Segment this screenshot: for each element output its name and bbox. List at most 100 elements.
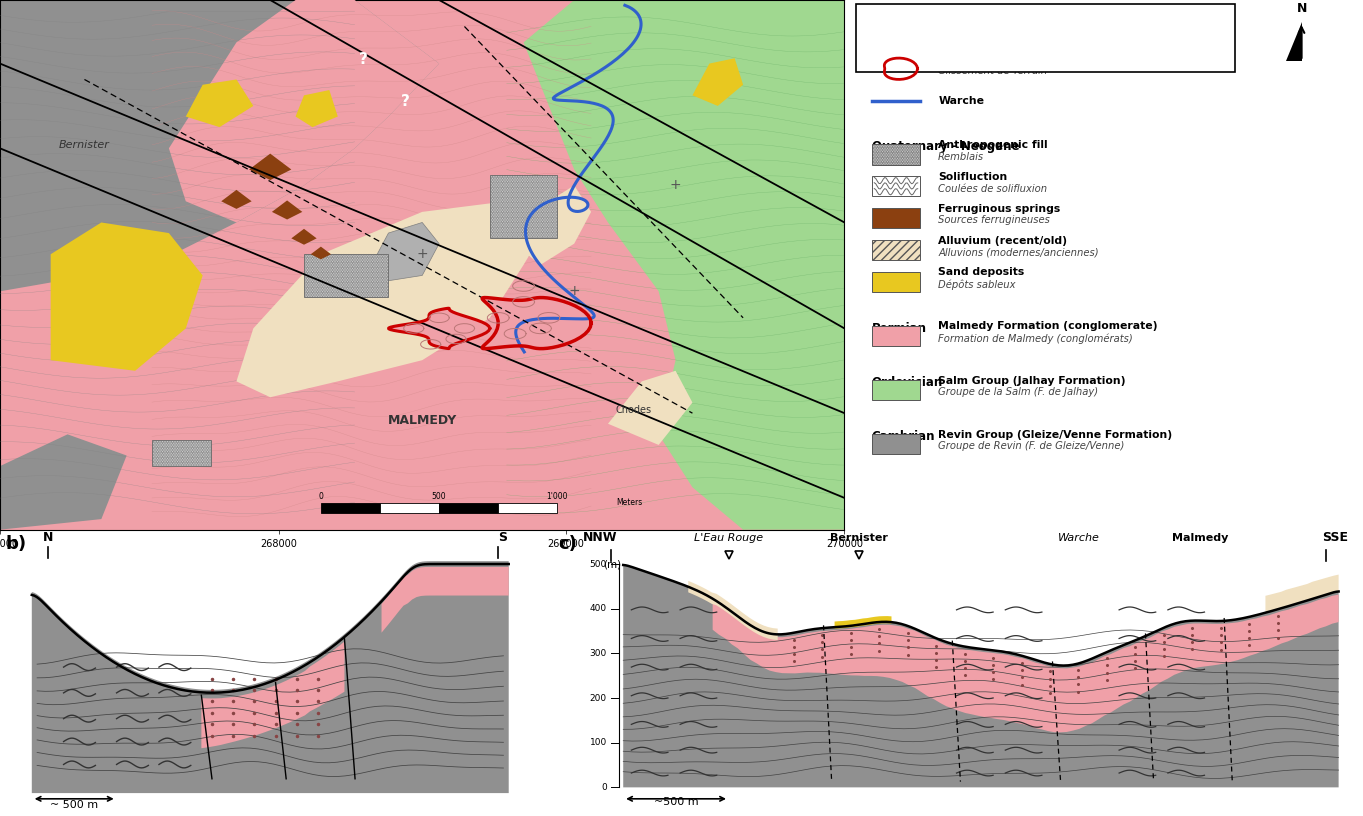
Text: b): b): [5, 535, 26, 553]
Text: Meters: Meters: [616, 498, 643, 507]
Polygon shape: [692, 58, 743, 106]
Polygon shape: [713, 595, 1338, 732]
Text: Ordovician: Ordovician: [872, 375, 943, 388]
Text: 1'000: 1'000: [547, 493, 568, 502]
Text: Glissement de Terrain: Glissement de Terrain: [938, 66, 1048, 76]
Polygon shape: [483, 298, 592, 348]
Polygon shape: [834, 616, 891, 628]
Text: Bernister: Bernister: [830, 533, 887, 543]
Text: Coulées de solifluxion: Coulées de solifluxion: [938, 184, 1047, 193]
Text: 500: 500: [590, 560, 607, 569]
Text: NNW: NNW: [582, 531, 617, 544]
FancyBboxPatch shape: [856, 4, 1235, 72]
Bar: [872, 379, 920, 400]
Bar: [499, 503, 557, 512]
Polygon shape: [382, 567, 508, 632]
Polygon shape: [202, 641, 345, 748]
Polygon shape: [523, 0, 845, 530]
Bar: [872, 176, 920, 197]
Text: Cambrian: Cambrian: [872, 429, 935, 442]
Bar: [872, 326, 920, 346]
Polygon shape: [169, 0, 439, 223]
Text: Anthropogenic fill: Anthropogenic fill: [938, 140, 1048, 150]
Polygon shape: [271, 201, 303, 220]
Text: +: +: [417, 247, 428, 261]
Text: 0: 0: [319, 493, 323, 502]
Bar: [380, 503, 439, 512]
Text: SSE: SSE: [1322, 531, 1348, 544]
Text: ?: ?: [358, 51, 368, 67]
Text: MALMEDY - BEVERCE: MALMEDY - BEVERCE: [968, 20, 1124, 33]
Text: Alluvium (recent/old): Alluvium (recent/old): [938, 236, 1067, 246]
Polygon shape: [249, 153, 292, 180]
Text: Ferruginous springs: Ferruginous springs: [938, 204, 1060, 214]
Text: Warche: Warche: [1058, 533, 1100, 543]
Text: Quaternary - Neogene: Quaternary - Neogene: [872, 140, 1020, 153]
Text: MALMEDY: MALMEDY: [387, 414, 457, 427]
Text: 1:20'000: 1:20'000: [1018, 44, 1074, 57]
Bar: [872, 208, 920, 228]
Text: N: N: [1296, 2, 1307, 15]
Text: 300: 300: [590, 649, 607, 658]
Text: Permian: Permian: [872, 322, 927, 335]
Bar: [439, 503, 499, 512]
Polygon shape: [221, 190, 252, 209]
Polygon shape: [296, 90, 338, 127]
Bar: [304, 255, 388, 297]
Polygon shape: [388, 308, 489, 348]
Polygon shape: [185, 79, 254, 127]
Text: Remblais: Remblais: [938, 152, 984, 162]
Text: Alluvions (modernes/anciennes): Alluvions (modernes/anciennes): [938, 247, 1099, 257]
Text: +: +: [568, 284, 581, 299]
Text: N: N: [42, 531, 53, 544]
Bar: [489, 175, 557, 238]
Bar: [872, 144, 920, 165]
Text: Sand deposits: Sand deposits: [938, 268, 1025, 277]
Polygon shape: [292, 228, 316, 245]
Bar: [320, 503, 380, 512]
Text: 400: 400: [590, 604, 607, 613]
Text: Salm Group (Jalhay Formation): Salm Group (Jalhay Formation): [938, 375, 1126, 385]
Polygon shape: [236, 202, 549, 397]
Polygon shape: [608, 370, 692, 445]
Polygon shape: [507, 185, 592, 265]
Polygon shape: [688, 581, 778, 640]
Text: Dépôts sableux: Dépôts sableux: [938, 279, 1015, 290]
Polygon shape: [372, 223, 439, 281]
Polygon shape: [0, 434, 127, 530]
Polygon shape: [0, 0, 439, 291]
Text: L'Eau Rouge: L'Eau Rouge: [694, 533, 763, 543]
Text: +: +: [669, 179, 682, 193]
Text: ~500 m: ~500 m: [654, 797, 698, 807]
Text: Sources ferrugineuses: Sources ferrugineuses: [938, 215, 1050, 225]
Polygon shape: [1287, 22, 1302, 61]
Text: Malmedy: Malmedy: [1172, 533, 1228, 543]
Text: Warche: Warche: [938, 95, 984, 105]
Polygon shape: [31, 561, 508, 793]
Text: Chodes: Chodes: [615, 406, 652, 415]
Bar: [153, 440, 211, 466]
Polygon shape: [50, 223, 203, 370]
Text: c): c): [559, 535, 577, 553]
Text: 0: 0: [601, 783, 607, 792]
Text: Landslide: Landslide: [938, 55, 996, 64]
Polygon shape: [1265, 574, 1338, 613]
Text: ~ 500 m: ~ 500 m: [50, 800, 98, 810]
Text: Bernister: Bernister: [59, 140, 110, 150]
Text: Groupe de Revin (F. de Gleize/Venne): Groupe de Revin (F. de Gleize/Venne): [938, 441, 1124, 451]
Bar: [872, 434, 920, 454]
Text: Revin Group (Gleize/Venne Formation): Revin Group (Gleize/Venne Formation): [938, 429, 1172, 440]
Text: S: S: [497, 531, 507, 544]
Text: Malmedy Formation (conglomerate): Malmedy Formation (conglomerate): [938, 322, 1157, 331]
Polygon shape: [311, 246, 331, 259]
Text: Solifluction: Solifluction: [938, 172, 1007, 182]
Text: ?: ?: [401, 94, 410, 109]
Text: (m): (m): [602, 560, 622, 570]
Bar: [872, 240, 920, 260]
Text: Groupe de la Salm (F. de Jalhay): Groupe de la Salm (F. de Jalhay): [938, 387, 1099, 397]
Text: 100: 100: [590, 738, 607, 747]
Text: 500: 500: [432, 493, 447, 502]
Text: 200: 200: [590, 694, 607, 703]
Polygon shape: [623, 565, 1338, 787]
Bar: [872, 272, 920, 292]
